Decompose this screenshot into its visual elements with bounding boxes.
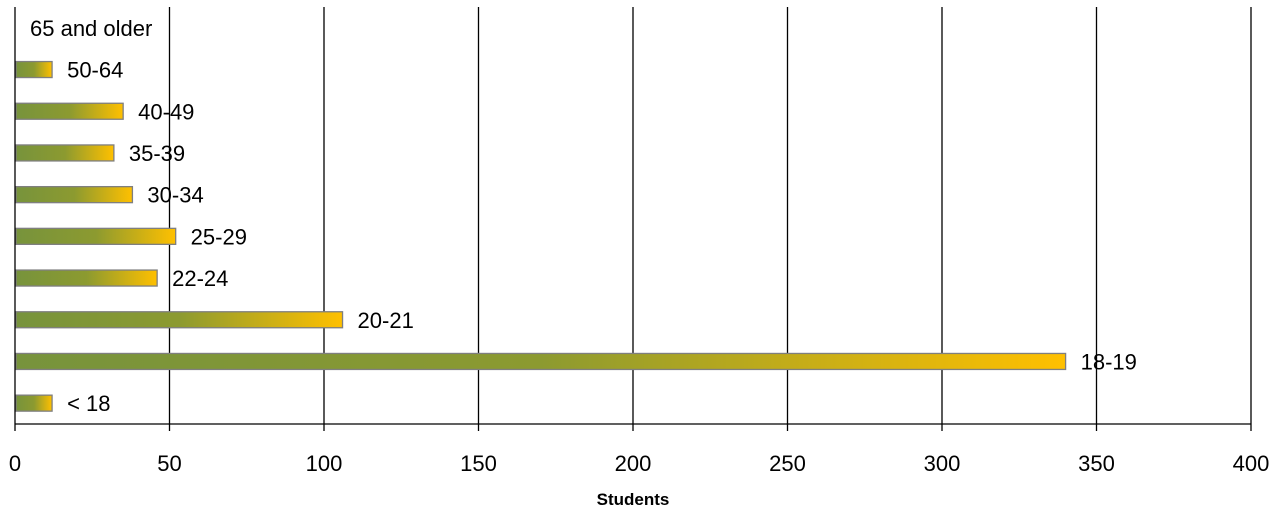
bar-40-49: [15, 102, 124, 120]
x-tick-label-100: 100: [306, 451, 343, 476]
category-label-30-34: 30-34: [147, 183, 203, 208]
bars: [15, 60, 1067, 412]
category-label-22-24: 22-24: [172, 266, 228, 291]
bar-25-29: [15, 227, 177, 246]
gridlines: [168, 7, 1252, 424]
x-tick-label-400: 400: [1233, 451, 1270, 476]
bar-18-19: [15, 352, 1067, 371]
category-labels: < 18 18-19 20-21 22-24 25-29 30-34 35-39 40-49 5…: [30, 16, 1137, 416]
category-label-< 18: < 18: [67, 391, 110, 416]
bar-20-21: [15, 311, 344, 329]
category-label-25-29: 25-29: [191, 224, 247, 249]
category-label-35-39: 35-39: [129, 141, 185, 166]
bar-50-64: [15, 60, 53, 79]
x-tick-label-300: 300: [924, 451, 961, 476]
bar-30-34: [15, 185, 134, 204]
x-tick-label-200: 200: [615, 451, 652, 476]
x-tick-label-0: 0: [9, 451, 21, 476]
category-label-40-49: 40-49: [138, 99, 194, 124]
x-axis-title: Students: [597, 490, 670, 509]
category-label-20-21: 20-21: [358, 308, 414, 333]
x-axis: [14, 7, 1252, 431]
category-label-65 and older: 65 and older: [30, 16, 152, 41]
category-label-50-64: 50-64: [67, 58, 123, 83]
bar-35-39: [15, 144, 115, 162]
category-label-18-19: 18-19: [1081, 349, 1137, 374]
bar-22-24: [15, 269, 158, 287]
x-tick-label-350: 350: [1078, 451, 1115, 476]
x-tick-labels: 0 50 100 150 200 250 300 350 400: [9, 451, 1269, 476]
x-tick-label-250: 250: [769, 451, 806, 476]
bar-< 18: [15, 394, 53, 412]
x-tick-label-150: 150: [460, 451, 497, 476]
x-tick-label-50: 50: [157, 451, 181, 476]
